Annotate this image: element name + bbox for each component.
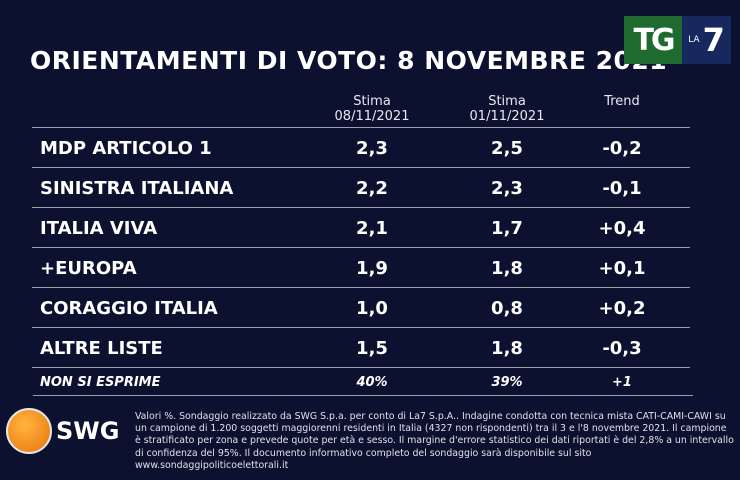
cell-v2: 1,8 xyxy=(491,258,523,279)
cell-name: MDP ARTICOLO 1 xyxy=(40,138,212,159)
tg-la7-logo: TG LA 7 xyxy=(624,16,731,64)
cell-name: CORAGGIO ITALIA xyxy=(40,298,218,319)
divider xyxy=(33,395,693,396)
cell-v1: 2,1 xyxy=(356,218,388,239)
cell-trend: +0,1 xyxy=(598,258,646,279)
cell-v1: 1,0 xyxy=(356,298,388,319)
cell-v1: 40% xyxy=(356,375,388,390)
header-col1: Stima 08/11/2021 xyxy=(332,94,412,124)
header-col2: Stima 01/11/2021 xyxy=(467,94,547,124)
cell-trend: -0,3 xyxy=(602,338,642,359)
cell-v1: 1,9 xyxy=(356,258,388,279)
cell-trend: -0,1 xyxy=(602,178,642,199)
cell-v1: 1,5 xyxy=(356,338,388,359)
header-col2-date: 01/11/2021 xyxy=(469,109,545,124)
table-row: ALTRE LISTE 1,5 1,8 -0,3 xyxy=(32,327,690,368)
cell-name: +EUROPA xyxy=(40,258,137,279)
la-text: LA xyxy=(688,35,700,45)
cell-trend: +0,2 xyxy=(598,298,646,319)
cell-trend: -0,2 xyxy=(602,138,642,159)
cell-trend: +0,4 xyxy=(598,218,646,239)
header-col1-date: 08/11/2021 xyxy=(334,109,410,124)
cell-v2: 2,3 xyxy=(491,178,523,199)
la7-logo: LA 7 xyxy=(682,16,731,64)
table-row: MDP ARTICOLO 1 2,3 2,5 -0,2 xyxy=(32,127,690,168)
cell-v2: 2,5 xyxy=(491,138,523,159)
cell-name: ALTRE LISTE xyxy=(40,338,163,359)
cell-v1: 2,3 xyxy=(356,138,388,159)
table-row: SINISTRA ITALIANA 2,2 2,3 -0,1 xyxy=(32,167,690,208)
header-col1-label: Stima xyxy=(353,94,391,109)
header-trend: Trend xyxy=(604,94,640,109)
page-title: ORIENTAMENTI DI VOTO: 8 NOVEMBRE 2021 xyxy=(30,46,668,75)
cell-name: SINISTRA ITALIANA xyxy=(40,178,234,199)
cell-name: ITALIA VIVA xyxy=(40,218,158,239)
swg-brand: SWG xyxy=(56,417,120,445)
table-row: CORAGGIO ITALIA 1,0 0,8 +0,2 xyxy=(32,287,690,328)
cell-v1: 2,2 xyxy=(356,178,388,199)
cell-v2: 1,7 xyxy=(491,218,523,239)
cell-v2: 39% xyxy=(491,375,523,390)
tg-logo: TG xyxy=(624,16,682,64)
seven-text: 7 xyxy=(702,21,725,59)
cell-name: NON SI ESPRIME xyxy=(40,375,161,390)
globe-icon xyxy=(6,408,52,454)
methodology-note: Valori %. Sondaggio realizzato da SWG S.… xyxy=(135,411,734,471)
cell-trend: +1 xyxy=(612,375,632,390)
header-col2-label: Stima xyxy=(488,94,526,109)
table-row: ITALIA VIVA 2,1 1,7 +0,4 xyxy=(32,207,690,248)
table-row: +EUROPA 1,9 1,8 +0,1 xyxy=(32,247,690,288)
swg-logo: SWG xyxy=(6,408,119,454)
cell-v2: 0,8 xyxy=(491,298,523,319)
table-row: NON SI ESPRIME 40% 39% +1 xyxy=(32,367,690,396)
cell-v2: 1,8 xyxy=(491,338,523,359)
